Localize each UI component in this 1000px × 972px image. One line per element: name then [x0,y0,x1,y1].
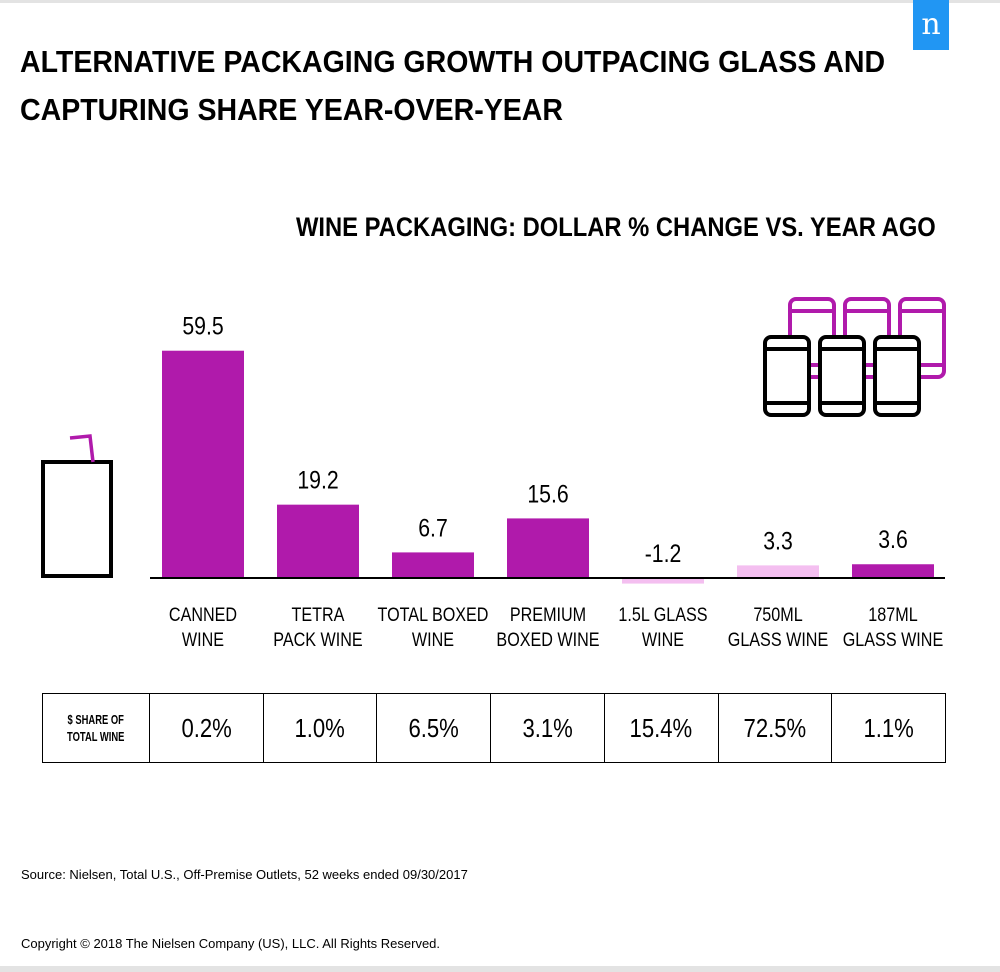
share-cell: 72.5% [719,694,833,762]
page-title-line-2: CAPTURING SHARE YEAR-OVER-YEAR [20,92,564,127]
value-label: 59.5 [182,312,223,340]
source-note: Source: Nielsen, Total U.S., Off-Premise… [21,867,468,882]
chart-title: WINE PACKAGING: DOLLAR % CHANGE VS. YEAR… [296,212,936,242]
value-label: 19.2 [297,466,338,494]
share-cell: 1.1% [832,694,945,762]
category-label: 1.5L GLASS [618,604,707,626]
value-label: 3.6 [878,526,908,554]
category-label: CANNED [169,604,237,626]
page-title-line-1: ALTERNATIVE PACKAGING GROWTH OUTPACING G… [20,44,886,79]
category-label: GLASS WINE [843,629,943,651]
bar [277,504,359,578]
wine-cans-icon [763,297,946,417]
share-cell: 0.2% [150,694,264,762]
bar [737,565,819,578]
share-value: 1.1% [863,712,914,743]
value-label: -1.2 [645,539,682,567]
value-label: 6.7 [418,514,448,542]
nielsen-logo: n [913,0,949,50]
copyright-note: Copyright © 2018 The Nielsen Company (US… [21,936,441,951]
can-shape [818,335,866,417]
wine-carton-icon [41,434,113,578]
category-label: 187ML [868,604,918,626]
bar [392,552,474,578]
share-value: 6.5% [408,712,459,743]
value-label: 15.6 [527,480,568,508]
bottom-rule [0,966,1000,972]
share-cell: 3.1% [491,694,605,762]
share-value: 0.2% [181,712,232,743]
share-value: 3.1% [522,712,573,743]
share-cell: 15.4% [605,694,719,762]
bar [507,518,589,578]
category-label: TETRA [292,604,345,626]
category-label: PACK WINE [273,629,362,651]
category-label: GLASS WINE [728,629,828,651]
bar [852,564,934,578]
bar [162,350,244,578]
value-label: 3.3 [763,527,793,555]
category-label: WINE [412,629,454,651]
category-label: PREMIUM [510,604,586,626]
share-cell: 1.0% [264,694,378,762]
top-rule [0,0,1000,3]
can-shape [763,335,811,417]
category-label: TOTAL BOXED [378,604,489,626]
share-value: 15.4% [629,712,693,743]
share-table: $ SHARE OF TOTAL WINE 0.2% 1.0% 6.5% 3.1%… [42,693,946,763]
category-label: BOXED WINE [496,629,599,651]
share-cell: 6.5% [377,694,492,762]
page-title: ALTERNATIVE PACKAGING GROWTH OUTPACING G… [20,38,886,134]
category-label: WINE [642,629,684,651]
category-label: 750ML [753,604,803,626]
share-header-line-2: TOTAL WINE [67,729,125,744]
can-shape [873,335,921,417]
category-label: WINE [182,629,224,651]
bar [622,579,704,584]
share-table-header: $ SHARE OF TOTAL WINE [43,694,150,762]
share-value: 72.5% [743,712,807,743]
share-header-line-1: $ SHARE OF [67,712,125,727]
share-value: 1.0% [294,712,346,743]
